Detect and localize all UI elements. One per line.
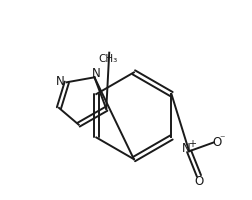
Text: O: O [194, 175, 204, 188]
Text: O: O [213, 136, 222, 149]
Text: ⁻: ⁻ [219, 134, 225, 144]
Text: N: N [55, 75, 64, 88]
Text: N: N [182, 142, 191, 155]
Text: CH₃: CH₃ [99, 54, 118, 64]
Text: +: + [188, 139, 196, 149]
Text: N: N [92, 67, 100, 80]
